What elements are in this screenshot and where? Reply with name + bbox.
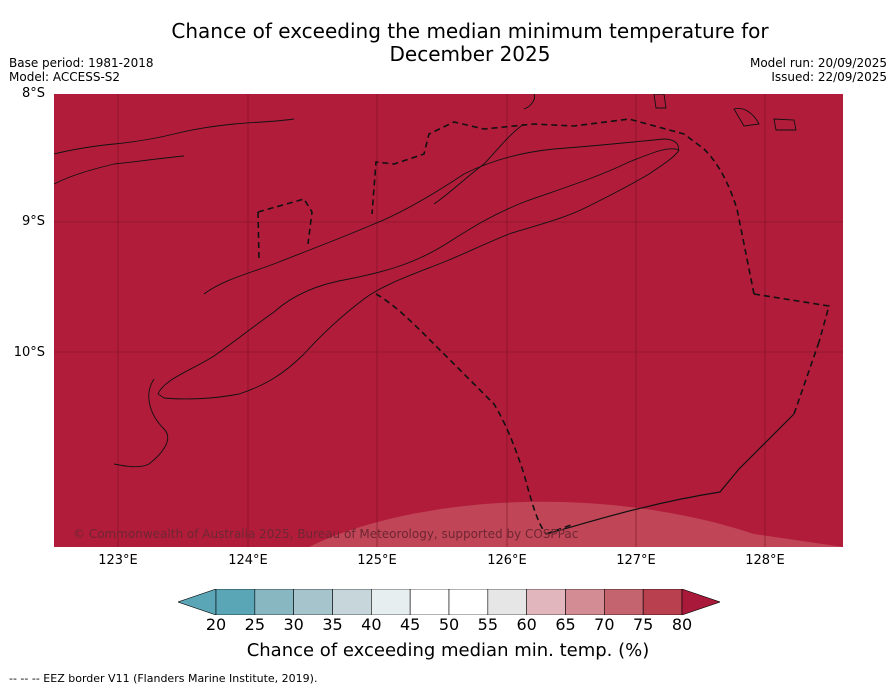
colorbar-segment bbox=[526, 589, 566, 615]
colorbar-tick-label: 25 bbox=[244, 615, 265, 634]
eez-borders bbox=[257, 118, 831, 535]
flores-region-coast bbox=[54, 118, 295, 185]
colorbar-segment bbox=[254, 589, 294, 615]
lat-label-9s: 9°S bbox=[21, 214, 45, 229]
lon-label-123e: 123°E bbox=[98, 553, 138, 568]
issued-date: Issued: 22/09/2025 bbox=[771, 70, 887, 84]
colorbar-tick-label: 50 bbox=[438, 615, 460, 634]
colorbar-label: Chance of exceeding median min. temp. (%… bbox=[246, 640, 650, 661]
southern-anomaly-patch bbox=[309, 501, 843, 547]
colorbar-tick-label: 45 bbox=[399, 615, 421, 634]
colorbar-segment bbox=[409, 589, 450, 615]
lon-label-124e: 124°E bbox=[228, 553, 268, 568]
title-line-1: Chance of exceeding the median minimum t… bbox=[171, 19, 769, 43]
colorbar-tick-label: 70 bbox=[594, 615, 615, 634]
sumba-region-coast bbox=[113, 378, 169, 468]
lat-label-10s: 10°S bbox=[13, 345, 45, 360]
colorbar-tick-label: 35 bbox=[322, 615, 343, 634]
wetar-coast bbox=[433, 94, 535, 205]
colorbar-segment bbox=[642, 589, 683, 615]
coastlines bbox=[54, 94, 797, 468]
map-title: Chance of exceeding the median minimum t… bbox=[120, 20, 820, 66]
meta-right: Model run: 20/09/2025 Issued: 22/09/2025 bbox=[750, 56, 887, 84]
colorbar-tick-label: 65 bbox=[555, 615, 576, 634]
eez-border-solid-segment bbox=[545, 413, 795, 535]
graticule bbox=[54, 94, 843, 547]
colorbar-segments bbox=[178, 589, 720, 615]
timor-island-outline bbox=[157, 148, 680, 400]
lon-label-127e: 127°E bbox=[616, 553, 656, 568]
lon-label-128e: 128°E bbox=[745, 553, 785, 568]
eez-border-main bbox=[375, 293, 547, 535]
eez-border-east bbox=[371, 118, 831, 535]
colorbar-segment bbox=[448, 589, 489, 615]
colorbar-segment bbox=[487, 589, 527, 615]
colorbar-segment bbox=[604, 589, 644, 615]
model-name: Model: ACCESS-S2 bbox=[9, 70, 121, 84]
colorbar-segment bbox=[371, 589, 411, 615]
colorbar-tick-label: 20 bbox=[205, 615, 227, 634]
lon-label-126e: 126°E bbox=[487, 553, 527, 568]
lat-label-8s: 8°S bbox=[21, 86, 45, 101]
colorbar-tick-label: 75 bbox=[632, 615, 654, 634]
colorbar-tick-label: 30 bbox=[283, 615, 304, 634]
colorbar-segment bbox=[565, 589, 605, 615]
colorbar-tick-label: 80 bbox=[671, 615, 693, 634]
copyright-notice: © Commonwealth of Australia 2025, Bureau… bbox=[73, 527, 579, 541]
timor-north-coast bbox=[203, 138, 679, 295]
colorbar-tick-label: 55 bbox=[477, 615, 498, 634]
colorbar bbox=[178, 589, 720, 615]
meta-left: Base period: 1981-2018 Model: ACCESS-S2 bbox=[9, 56, 154, 84]
colorbar-arrow-high bbox=[681, 589, 720, 615]
map-canvas bbox=[54, 94, 843, 547]
eez-footnote: -- -- -- EEZ border V11 (Flanders Marine… bbox=[9, 672, 318, 685]
colorbar-segment bbox=[293, 589, 333, 615]
model-run: Model run: 20/09/2025 bbox=[749, 56, 887, 70]
eez-border-west bbox=[257, 198, 313, 260]
small-islands-east bbox=[653, 94, 797, 131]
title-line-2: December 2025 bbox=[389, 42, 551, 66]
map-background bbox=[54, 94, 843, 547]
colorbar-tick-label: 60 bbox=[516, 615, 537, 634]
colorbar-segment bbox=[215, 589, 256, 615]
colorbar-tick-label: 40 bbox=[361, 615, 382, 634]
colorbar-segment bbox=[332, 589, 372, 615]
colorbar-arrow-low bbox=[178, 589, 217, 615]
lon-label-125e: 125°E bbox=[357, 553, 397, 568]
base-period: Base period: 1981-2018 bbox=[9, 56, 154, 70]
